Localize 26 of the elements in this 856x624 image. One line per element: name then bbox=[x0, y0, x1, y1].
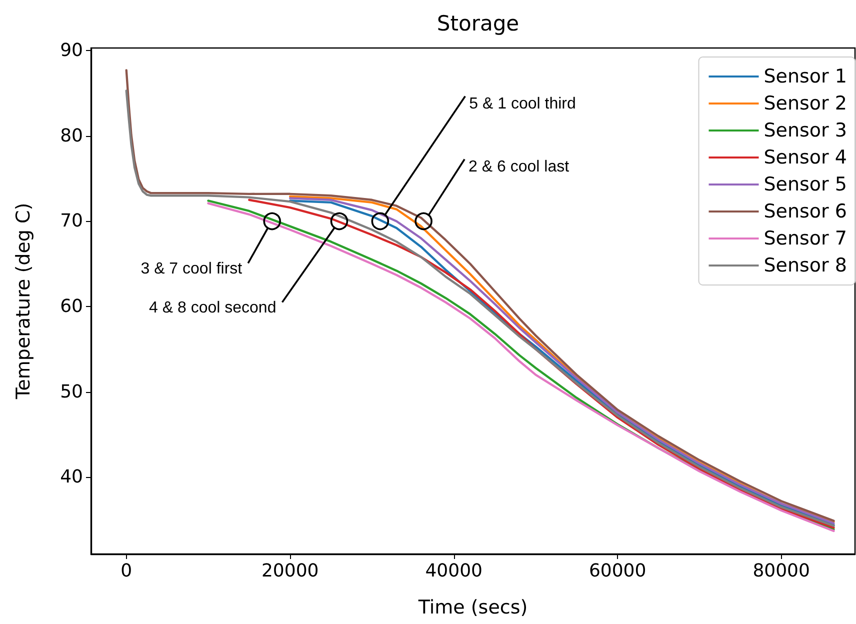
y-tick-label: 50 bbox=[60, 381, 83, 402]
x-tick-label: 80000 bbox=[752, 560, 810, 582]
y-tick-label: 90 bbox=[60, 40, 83, 62]
annotation: 3 & 7 cool first bbox=[140, 260, 243, 278]
x-tick-label: 20000 bbox=[261, 560, 319, 582]
legend-label: Sensor 7 bbox=[764, 228, 848, 250]
legend-label: Sensor 1 bbox=[764, 66, 848, 88]
y-tick-label: 80 bbox=[60, 125, 83, 146]
legend-label: Sensor 5 bbox=[764, 174, 848, 196]
legend-label: Sensor 8 bbox=[764, 254, 848, 276]
chart-title: Storage bbox=[436, 12, 520, 36]
annotation: 4 & 8 cool second bbox=[149, 300, 276, 317]
legend-label: Sensor 4 bbox=[764, 146, 848, 168]
legend-label: Sensor 3 bbox=[764, 120, 848, 142]
y-axis-title: Temperature (deg C) bbox=[12, 202, 34, 400]
y-tick-label: 40 bbox=[60, 466, 83, 488]
x-tick-label: 40000 bbox=[425, 560, 482, 582]
y-tick-label: 70 bbox=[60, 210, 83, 232]
x-tick-label: 60000 bbox=[588, 560, 646, 582]
annotation: 2 & 6 cool last bbox=[468, 158, 570, 176]
legend-label: Sensor 6 bbox=[764, 200, 848, 222]
y-tick-label: 60 bbox=[60, 296, 83, 318]
legend-label: Sensor 2 bbox=[764, 92, 848, 114]
annotation: 5 & 1 cool third bbox=[469, 96, 576, 113]
x-tick-label: 0 bbox=[120, 560, 132, 582]
x-axis-title: Time (secs) bbox=[417, 596, 528, 618]
